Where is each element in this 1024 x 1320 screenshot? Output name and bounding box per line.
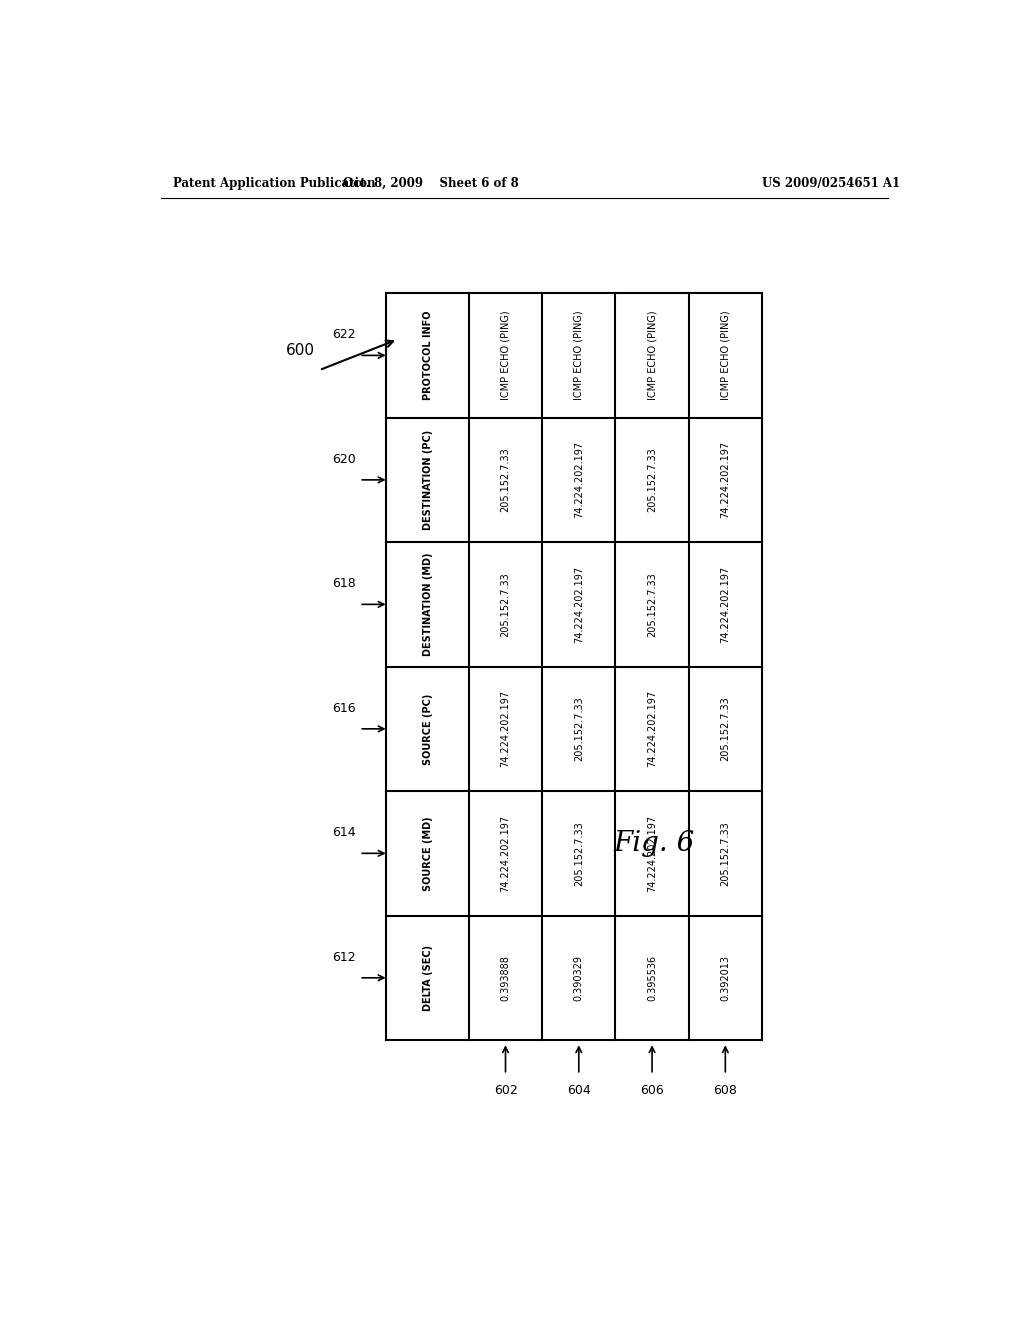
Text: PROTOCOL INFO: PROTOCOL INFO bbox=[423, 310, 432, 400]
Text: 604: 604 bbox=[567, 1084, 591, 1097]
Text: Fig. 6: Fig. 6 bbox=[613, 830, 695, 857]
Text: 205.152.7.33: 205.152.7.33 bbox=[647, 572, 657, 636]
Text: 608: 608 bbox=[714, 1084, 737, 1097]
Text: 600: 600 bbox=[286, 343, 314, 359]
Text: 0.395536: 0.395536 bbox=[647, 954, 657, 1001]
Text: 74.224.202.197: 74.224.202.197 bbox=[647, 814, 657, 892]
Text: 205.152.7.33: 205.152.7.33 bbox=[501, 447, 511, 512]
Text: SOURCE (MD): SOURCE (MD) bbox=[423, 816, 432, 891]
Text: 74.224.202.197: 74.224.202.197 bbox=[720, 566, 730, 643]
Text: 74.224.202.197: 74.224.202.197 bbox=[501, 690, 511, 767]
Text: US 2009/0254651 A1: US 2009/0254651 A1 bbox=[762, 177, 900, 190]
Text: 74.224.202.197: 74.224.202.197 bbox=[647, 690, 657, 767]
Text: ICMP ECHO (PING): ICMP ECHO (PING) bbox=[647, 310, 657, 400]
Text: 74.224.202.197: 74.224.202.197 bbox=[501, 814, 511, 892]
Text: 205.152.7.33: 205.152.7.33 bbox=[573, 697, 584, 762]
Text: 606: 606 bbox=[640, 1084, 664, 1097]
Text: 618: 618 bbox=[332, 577, 355, 590]
Text: 614: 614 bbox=[332, 826, 355, 840]
Text: ICMP ECHO (PING): ICMP ECHO (PING) bbox=[720, 310, 730, 400]
Text: SOURCE (PC): SOURCE (PC) bbox=[423, 693, 432, 764]
Text: ICMP ECHO (PING): ICMP ECHO (PING) bbox=[501, 310, 511, 400]
Text: 612: 612 bbox=[332, 950, 355, 964]
Text: 0.390329: 0.390329 bbox=[573, 954, 584, 1001]
Text: 205.152.7.33: 205.152.7.33 bbox=[720, 697, 730, 762]
Text: 620: 620 bbox=[332, 453, 355, 466]
Text: 74.224.202.197: 74.224.202.197 bbox=[573, 566, 584, 643]
Text: 602: 602 bbox=[494, 1084, 517, 1097]
Text: 74.224.202.197: 74.224.202.197 bbox=[573, 441, 584, 519]
Text: 205.152.7.33: 205.152.7.33 bbox=[501, 572, 511, 636]
Text: 205.152.7.33: 205.152.7.33 bbox=[647, 447, 657, 512]
Text: 0.393888: 0.393888 bbox=[501, 954, 511, 1001]
Text: 74.224.202.197: 74.224.202.197 bbox=[720, 441, 730, 519]
Text: DELTA (SEC): DELTA (SEC) bbox=[423, 945, 432, 1011]
Text: DESTINATION (MD): DESTINATION (MD) bbox=[423, 553, 432, 656]
Text: 205.152.7.33: 205.152.7.33 bbox=[573, 821, 584, 886]
Text: 616: 616 bbox=[332, 701, 355, 714]
Text: DESTINATION (PC): DESTINATION (PC) bbox=[423, 430, 432, 531]
Text: 205.152.7.33: 205.152.7.33 bbox=[720, 821, 730, 886]
Text: 0.392013: 0.392013 bbox=[720, 954, 730, 1001]
Text: 622: 622 bbox=[332, 329, 355, 341]
Text: ICMP ECHO (PING): ICMP ECHO (PING) bbox=[573, 310, 584, 400]
Text: Patent Application Publication: Patent Application Publication bbox=[173, 177, 376, 190]
Text: Oct. 8, 2009    Sheet 6 of 8: Oct. 8, 2009 Sheet 6 of 8 bbox=[343, 177, 519, 190]
